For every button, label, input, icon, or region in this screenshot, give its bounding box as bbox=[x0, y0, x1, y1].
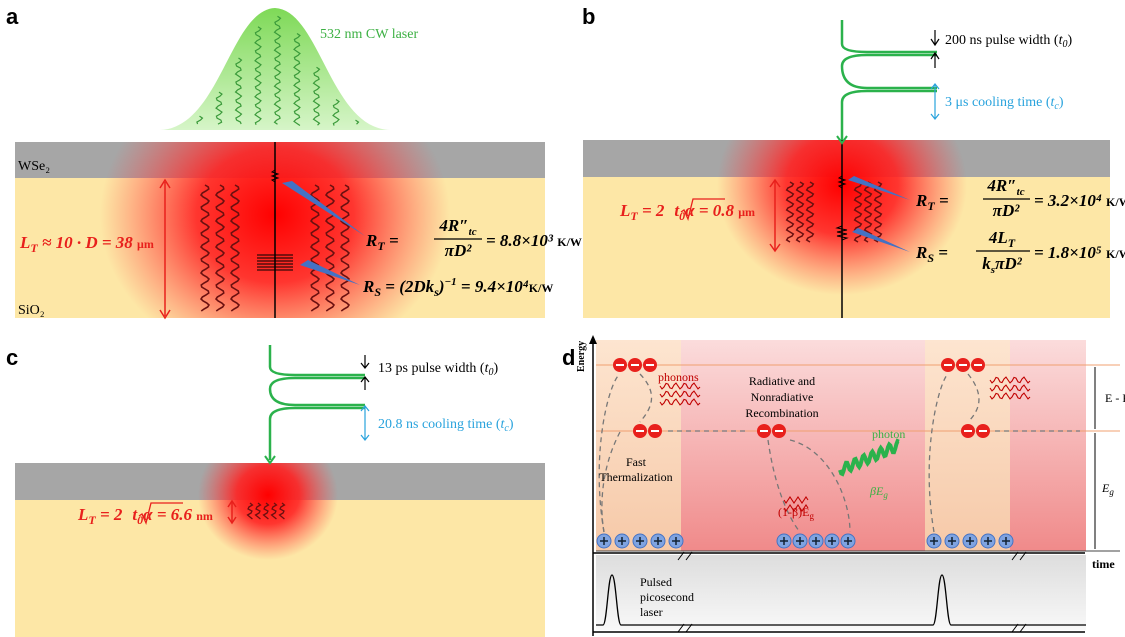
pulse-width: 13 ps pulse width (t0) bbox=[378, 361, 498, 378]
pulse-width: 200 ns pulse width (t0) bbox=[945, 33, 1072, 50]
figure: a 532 nm CW laser WSe₂ SiO₂ LT ≈ 10 · D … bbox=[0, 0, 1125, 637]
equation-rhs: = 1.8×10⁵ K/W bbox=[1034, 243, 1125, 262]
panel-c: c 13 ps pulse width (t0) 20.8 ns cooling… bbox=[6, 345, 545, 637]
energy-label: Eg bbox=[1101, 481, 1114, 497]
annotation: photon bbox=[872, 427, 905, 441]
layer-label: WSe₂ bbox=[18, 159, 50, 174]
equation: RS = (2Dks)−1 = 9.4×10⁴K/W bbox=[362, 276, 553, 299]
panel-label: c bbox=[6, 345, 18, 370]
equation-den: πD² bbox=[445, 241, 473, 260]
panel-label: a bbox=[6, 4, 19, 29]
cooling-time: 20.8 ns cooling time (tc) bbox=[378, 417, 514, 434]
panel-label: b bbox=[582, 4, 595, 29]
y-axis-label: Energy bbox=[576, 341, 587, 372]
equation: LT = 2t0α = 6.6 nm bbox=[77, 505, 213, 527]
annotation: (1-β)Eg bbox=[778, 505, 814, 521]
panel-d: d Energy time E - Eg Eg phonons Radiativ… bbox=[562, 335, 1125, 636]
equation-rhs: = 8.8×10³ K/W bbox=[486, 231, 582, 250]
pulse-train bbox=[842, 20, 937, 140]
layer-label: SiO₂ bbox=[18, 303, 45, 318]
panel-label: d bbox=[562, 345, 575, 370]
cooling-time: 3 μs cooling time (tc) bbox=[945, 95, 1064, 112]
equation-rhs: = 3.2×10⁴ K/W bbox=[1034, 191, 1125, 210]
x-axis-label: time bbox=[1092, 557, 1115, 571]
panel-b: b 200 ns pulse width (t0) 3 μs cooling t… bbox=[582, 4, 1125, 318]
energy-label: E - Eg bbox=[1105, 391, 1125, 407]
equation-den: ksπD² bbox=[982, 254, 1022, 276]
panel-a: a 532 nm CW laser WSe₂ SiO₂ LT ≈ 10 · D … bbox=[6, 4, 582, 365]
equation: LT ≈ 10 · D = 38 μm bbox=[19, 233, 154, 255]
equation-den: πD² bbox=[993, 201, 1021, 220]
laser-label: 532 nm CW laser bbox=[320, 27, 418, 42]
pulse-train bbox=[270, 345, 365, 460]
heat-spot bbox=[198, 430, 338, 560]
annotation: phonons bbox=[658, 370, 699, 384]
